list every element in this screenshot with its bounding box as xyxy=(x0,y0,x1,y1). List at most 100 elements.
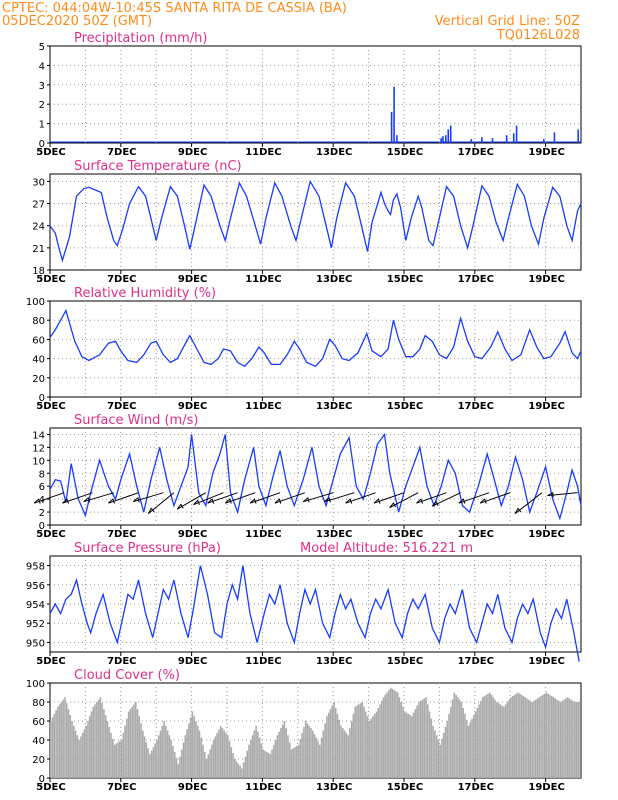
relative-humidity-xtick-label: 19DEC xyxy=(528,401,564,412)
cloud-cover-bar xyxy=(271,749,273,778)
cloud-cover-xtick-label: 17DEC xyxy=(458,782,494,793)
cloud-cover-bar xyxy=(382,697,385,778)
cloud-cover-bar xyxy=(262,749,264,778)
cloud-cover-bar xyxy=(557,700,560,778)
cloud-cover-bar xyxy=(334,707,337,778)
cloud-cover-bar xyxy=(230,747,233,778)
cloud-cover-bar xyxy=(412,712,415,778)
surface-temperature-nc-xtick-label: 11DEC xyxy=(245,274,281,285)
cloud-cover-bar xyxy=(380,700,383,778)
wind-arrow-head xyxy=(458,498,466,504)
cloud-cover-bar xyxy=(347,735,349,778)
cloud-cover-bar xyxy=(67,709,70,778)
cloud-cover-bar xyxy=(195,721,197,778)
surface-wind-m-s-xtick-label: 7DEC xyxy=(107,529,136,540)
cloud-cover-bar xyxy=(228,741,231,778)
cloud-cover-bar xyxy=(579,702,581,778)
surface-wind-m-s-xtick-label: 11DEC xyxy=(245,529,281,540)
cloud-cover-xtick-label: 5DEC xyxy=(36,782,65,793)
cloud-cover-bar xyxy=(285,728,287,778)
surface-pressure-hpa-panel: 950 952 954 956 958 5DEC 7DEC 9DEC 11DEC 13DEC 15D… xyxy=(26,541,582,667)
cloud-cover-bar xyxy=(416,705,418,778)
wind-arrow-head xyxy=(324,496,331,503)
cloud-cover-bar xyxy=(304,721,307,778)
cloud-cover-bar xyxy=(391,688,394,778)
wind-arrow-head xyxy=(176,503,184,510)
precip-bar xyxy=(481,137,483,143)
cloud-cover-bar xyxy=(297,744,300,778)
cloud-cover-bar xyxy=(342,728,344,778)
cloud-cover-bar xyxy=(276,735,279,778)
relative-humidity-xtick-label: 5DEC xyxy=(36,401,65,412)
cloud-cover-bar xyxy=(460,702,463,778)
relative-humidity-ytick-label: 100 xyxy=(26,297,45,308)
cloud-cover-bar xyxy=(149,754,151,778)
cloud-cover-bar xyxy=(182,742,185,778)
cloud-cover-bar xyxy=(517,692,519,778)
surface-wind-m-s-panel: 024681012145DEC7DEC9DEC11DEC13DEC15DEC17… xyxy=(32,413,582,540)
cloud-cover-bar xyxy=(85,725,87,778)
surface-temperature-nc-xtick-label: 9DEC xyxy=(178,274,207,285)
cloud-cover-bar xyxy=(483,696,486,778)
cloud-cover-bar xyxy=(488,692,491,778)
cloud-cover-bar xyxy=(499,704,502,778)
wind-arrow-head xyxy=(479,498,487,504)
surface-wind-m-s-xtick-label: 19DEC xyxy=(528,529,564,540)
cloud-cover-bar xyxy=(317,741,319,778)
cloud-cover-bar xyxy=(350,721,353,778)
surface-temperature-nc-ytick-label: 21 xyxy=(32,244,45,255)
cloud-cover-bar xyxy=(251,735,254,778)
cloud-cover-title: Cloud Cover (%) xyxy=(74,668,180,683)
cloud-cover-bar xyxy=(103,709,105,778)
cloud-cover-bar xyxy=(244,756,247,778)
surface-temperature-nc-xtick-label: 17DEC xyxy=(458,274,494,285)
cloud-cover-bar xyxy=(398,697,401,778)
cloud-cover-bar xyxy=(163,721,165,778)
precip-bar xyxy=(512,133,515,143)
cloud-cover-bar xyxy=(92,706,95,778)
cloud-cover-bar xyxy=(299,738,302,778)
cloud-cover-bar xyxy=(223,730,226,778)
wind-arrow-head xyxy=(224,498,232,504)
cloud-cover-bar xyxy=(145,742,148,778)
precip-bar xyxy=(505,135,508,143)
cloud-cover-bar xyxy=(301,732,303,778)
relative-humidity-xtick-label: 9DEC xyxy=(178,401,207,412)
cloud-cover-bar xyxy=(260,743,263,778)
cloud-cover-bar xyxy=(508,699,510,778)
cloud-cover-bar xyxy=(64,697,66,778)
cloud-cover-bar xyxy=(242,762,245,778)
cloud-cover-bar xyxy=(110,732,112,778)
cloud-cover-bar xyxy=(265,751,268,778)
surface-wind-m-s-ytick-label: 10 xyxy=(32,456,45,467)
cloud-cover-bar xyxy=(333,702,335,778)
cloud-cover-bar xyxy=(303,726,305,778)
cloud-cover-bar xyxy=(306,723,309,778)
cloud-cover-bar xyxy=(283,721,286,778)
cloud-cover-bar xyxy=(538,697,541,778)
cloud-cover-bar xyxy=(69,715,72,778)
cloud-cover-ytick-label: 100 xyxy=(26,679,45,690)
cloud-cover-bar xyxy=(370,718,372,778)
cloud-cover-bar xyxy=(122,732,125,778)
cloud-cover-bar xyxy=(88,716,91,778)
cloud-cover-bar xyxy=(134,702,137,778)
cloud-cover-bar xyxy=(552,697,555,778)
cloud-cover-bar xyxy=(209,749,211,778)
cloud-cover-bar xyxy=(280,728,282,778)
cloud-cover-bar xyxy=(324,723,326,778)
cloud-cover-bar xyxy=(250,740,252,778)
cloud-cover-bar xyxy=(565,698,567,778)
cloud-cover-bar xyxy=(227,735,229,778)
precipitation-mm-h-ytick-label: 2 xyxy=(39,100,45,111)
cloud-cover-bar xyxy=(395,691,397,778)
cloud-cover-bar xyxy=(248,744,250,778)
cloud-cover-bar xyxy=(419,700,422,778)
cloud-cover-bar xyxy=(375,711,378,778)
cloud-cover-bar xyxy=(492,697,495,778)
cloud-cover-bar xyxy=(203,751,206,778)
surface-temperature-nc-ytick-label: 18 xyxy=(32,266,45,277)
cloud-cover-bar xyxy=(225,732,227,778)
relative-humidity-title: Relative Humidity (%) xyxy=(74,286,216,301)
cloud-cover-bar xyxy=(267,753,270,778)
